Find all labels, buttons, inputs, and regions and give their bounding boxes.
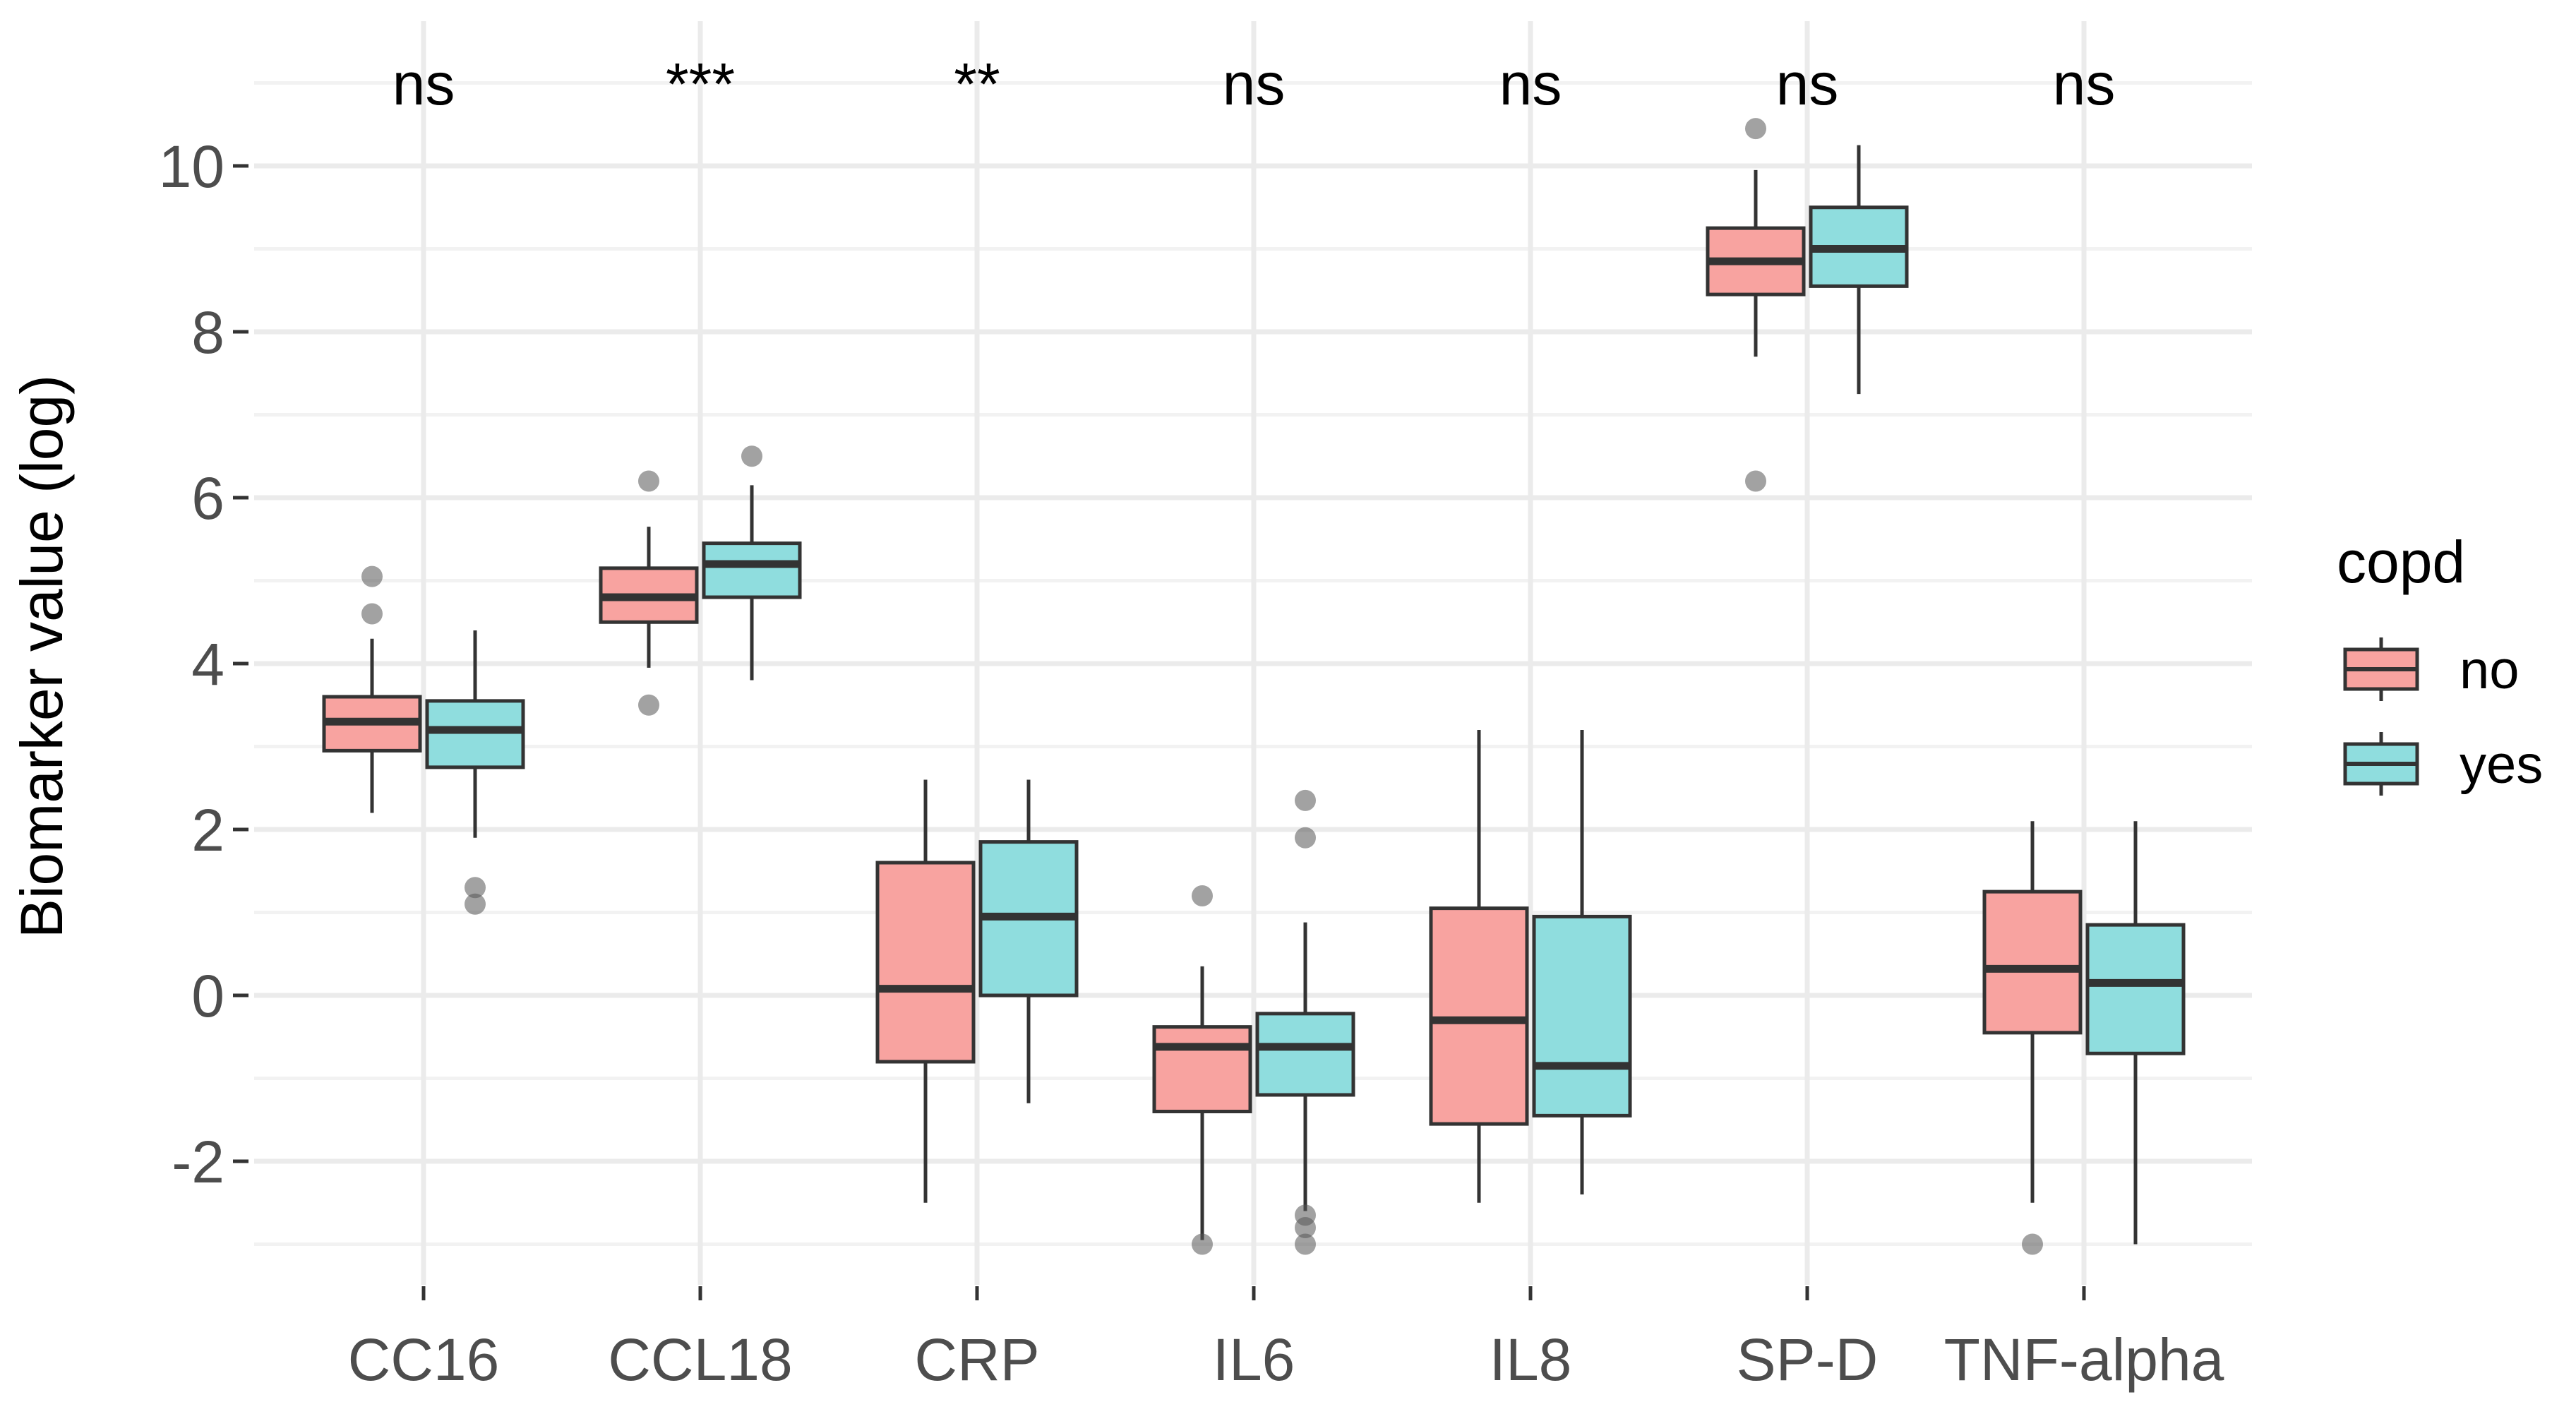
box-yes-il6 <box>1255 789 1355 1255</box>
legend: copd no yes <box>2337 529 2543 796</box>
box-iqr <box>1532 914 1632 1118</box>
box-yes-cc16 <box>425 630 525 915</box>
box-no-sp-d <box>1706 118 1806 492</box>
box-no-crp <box>875 779 976 1203</box>
x-tick-label-il6: IL6 <box>1213 1326 1295 1393</box>
box-no-il8 <box>1429 730 1529 1203</box>
y-tick-label: 8 <box>191 299 224 366</box>
significance-layer: ns *** ** ns ns ns ns <box>393 51 2116 117</box>
y-tick-label: 2 <box>191 797 224 863</box>
x-tick-label-il8: IL8 <box>1490 1326 1572 1393</box>
y-tick-label: 6 <box>191 465 224 532</box>
y-tick-label: 4 <box>191 631 224 697</box>
outlier-point <box>2022 1233 2043 1255</box>
significance-label-il6: ns <box>1223 51 1286 117</box>
legend-title: copd <box>2337 529 2465 595</box>
outlier-point <box>1745 118 1766 140</box>
x-tick-label-crp: CRP <box>914 1326 1039 1393</box>
grid-layer <box>254 21 2252 1285</box>
outlier-point <box>1745 470 1766 492</box>
x-tick-label-cc16: CC16 <box>348 1326 500 1393</box>
y-axis-title: Biomarker value (log) <box>8 375 75 938</box>
outlier-point <box>1295 1233 1316 1255</box>
outlier-point <box>1192 1233 1213 1255</box>
significance-label-il8: ns <box>1499 51 1562 117</box>
box-iqr <box>2085 923 2186 1055</box>
outlier-point <box>361 603 383 625</box>
axis-layer: -2 0 2 4 6 8 10 CC16 CCL18 CRP IL6 IL8 SP-D TNF-alpha <box>159 133 2224 1393</box>
y-tick-label: -2 <box>172 1129 224 1195</box>
outlier-point <box>1192 885 1213 906</box>
outlier-point <box>1295 789 1316 811</box>
outlier-point <box>465 877 486 899</box>
outlier-point <box>741 445 762 467</box>
x-tick-label-sp-d: SP-D <box>1737 1326 1879 1393</box>
outlier-point <box>1295 1217 1316 1238</box>
box-iqr <box>1982 889 2083 1035</box>
box-iqr <box>425 699 525 769</box>
legend-label-yes: yes <box>2460 735 2543 795</box>
box-no-ccl18 <box>599 470 699 716</box>
box-iqr <box>1255 1012 1355 1097</box>
significance-label-sp-d: ns <box>1776 51 1839 117</box>
box-yes-il8 <box>1532 730 1632 1194</box>
box-no-cc16 <box>322 565 422 813</box>
y-tick-label: 0 <box>191 963 224 1029</box>
significance-label-ccl18: *** <box>666 51 735 117</box>
significance-label-tnf-alpha: ns <box>2053 51 2116 117</box>
box-yes-tnf-alpha <box>2085 821 2186 1245</box>
x-tick-label-tnf-alpha: TNF-alpha <box>1944 1326 2224 1393</box>
significance-label-crp: ** <box>954 51 1000 117</box>
outlier-point <box>638 694 659 716</box>
outlier-point <box>361 565 383 587</box>
legend-label-no: no <box>2460 640 2520 700</box>
outlier-point <box>638 470 659 492</box>
box-iqr <box>702 541 802 599</box>
y-tick-label: 10 <box>159 133 224 200</box>
box-layer <box>322 118 2186 1255</box>
significance-label-cc16: ns <box>393 51 455 117</box>
box-yes-crp <box>978 779 1079 1103</box>
box-iqr <box>1429 906 1529 1126</box>
x-tick-label-ccl18: CCL18 <box>608 1326 792 1393</box>
box-yes-ccl18 <box>702 445 802 681</box>
box-no-il6 <box>1152 885 1252 1255</box>
box-iqr <box>1152 1025 1252 1114</box>
box-no-tnf-alpha <box>1982 821 2083 1255</box>
box-iqr <box>875 861 976 1064</box>
outlier-point <box>465 893 486 915</box>
outlier-point <box>1295 827 1316 849</box>
box-yes-sp-d <box>1809 145 1909 395</box>
